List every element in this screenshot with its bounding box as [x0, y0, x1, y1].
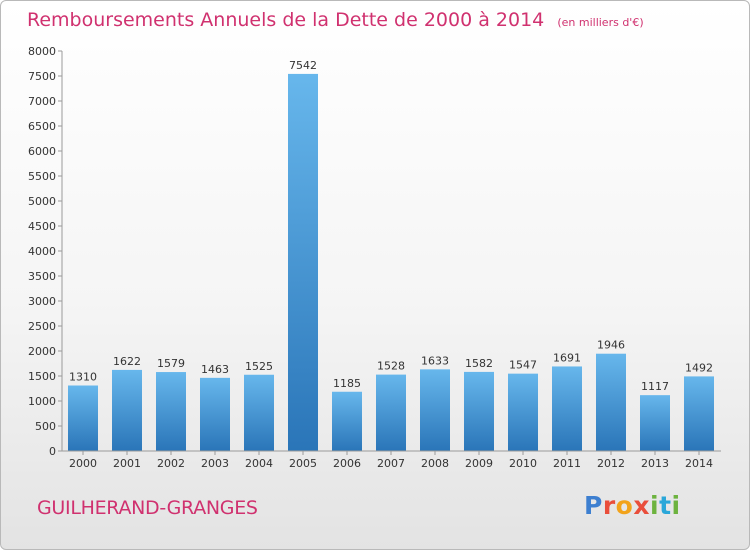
x-tick-label: 2006 — [333, 457, 361, 470]
bar — [200, 377, 230, 451]
y-tick-label: 2000 — [28, 345, 56, 358]
bar — [464, 371, 494, 451]
y-tick-label: 3500 — [28, 270, 56, 283]
bar — [684, 376, 714, 451]
bar-value-label: 1691 — [553, 351, 581, 364]
bars: 1310 1622 1579 1463 1525 7542 1185 1528 1633 1582… — [68, 59, 714, 452]
bar — [420, 369, 450, 451]
logo-letter: o — [615, 491, 634, 520]
y-tick-label: 1500 — [28, 370, 56, 383]
bar-value-label: 7542 — [289, 59, 317, 72]
x-tick-label: 2011 — [553, 457, 581, 470]
x-tick-label: 2008 — [421, 457, 449, 470]
x-tick-label: 2002 — [157, 457, 185, 470]
x-tick-label: 2010 — [509, 457, 537, 470]
x-tick-label: 2014 — [685, 457, 713, 470]
y-tick-label: 6000 — [28, 145, 56, 158]
bar-value-label: 1946 — [597, 339, 625, 352]
x-tick-label: 2013 — [641, 457, 669, 470]
x-tick-label: 2012 — [597, 457, 625, 470]
bar — [332, 391, 362, 451]
bar — [68, 385, 98, 451]
logo-letter: i — [650, 491, 660, 520]
bar — [640, 395, 670, 451]
x-tick-label: 2009 — [465, 457, 493, 470]
logo-letter: i — [671, 491, 681, 520]
y-tick-label: 8000 — [28, 45, 56, 58]
x-axis: 2000 2001 2002 2003 2004 2005 2006 2007 2008 2009… — [62, 450, 721, 470]
y-tick-label: 5500 — [28, 170, 56, 183]
x-tick-label: 2001 — [113, 457, 141, 470]
logo-letter: P — [584, 491, 603, 520]
y-tick-label: 1000 — [28, 395, 56, 408]
x-tick-label: 2004 — [245, 457, 273, 470]
logo-letter: r — [602, 491, 616, 520]
x-tick-label: 2005 — [289, 457, 317, 470]
y-axis: 0 500 1000 1500 2000 2500 3000 3500 4000 4500 5000… — [28, 45, 63, 458]
y-tick-label: 7000 — [28, 95, 56, 108]
y-tick-label: 5000 — [28, 195, 56, 208]
x-tick-label: 2007 — [377, 457, 405, 470]
chart-title: Remboursements Annuels de la Dette de 20… — [27, 9, 545, 31]
x-tick-label: 2003 — [201, 457, 229, 470]
logo-letter: t — [659, 491, 672, 520]
chart-title-row: Remboursements Annuels de la Dette de 20… — [27, 9, 644, 31]
y-tick-label: 4000 — [28, 245, 56, 258]
y-tick-label: 500 — [35, 420, 56, 433]
y-tick-label: 2500 — [28, 320, 56, 333]
y-tick-label: 3000 — [28, 295, 56, 308]
bar-value-label: 1582 — [465, 357, 493, 370]
bar-value-label: 1185 — [333, 377, 361, 390]
bar — [112, 369, 142, 451]
bar — [376, 374, 406, 451]
bar-value-label: 1117 — [641, 380, 669, 393]
bar-value-label: 1525 — [245, 360, 273, 373]
bar-value-label: 1579 — [157, 357, 185, 370]
y-tick-label: 6500 — [28, 120, 56, 133]
commune-name: GUILHERAND-GRANGES — [37, 497, 258, 519]
bar-value-label: 1633 — [421, 354, 449, 367]
y-tick-label: 7500 — [28, 70, 56, 83]
y-tick-label: 4500 — [28, 220, 56, 233]
bar-value-label: 1547 — [509, 359, 537, 372]
chart-unit-note: (en milliers d'€) — [557, 16, 644, 29]
bar — [244, 374, 274, 451]
bar — [596, 353, 626, 451]
bar-value-label: 1492 — [685, 361, 713, 374]
bar — [288, 73, 318, 452]
bar-value-label: 1310 — [69, 371, 97, 384]
bar — [156, 372, 186, 451]
bar-value-label: 1622 — [113, 355, 141, 368]
bar — [508, 373, 538, 451]
bar — [552, 366, 582, 451]
bar-value-label: 1528 — [377, 360, 405, 373]
proxiti-logo: Proxiti — [584, 491, 681, 520]
x-tick-label: 2000 — [69, 457, 97, 470]
y-tick-label: 0 — [49, 445, 56, 458]
bar-value-label: 1463 — [201, 363, 229, 376]
logo-letter: x — [633, 491, 650, 520]
